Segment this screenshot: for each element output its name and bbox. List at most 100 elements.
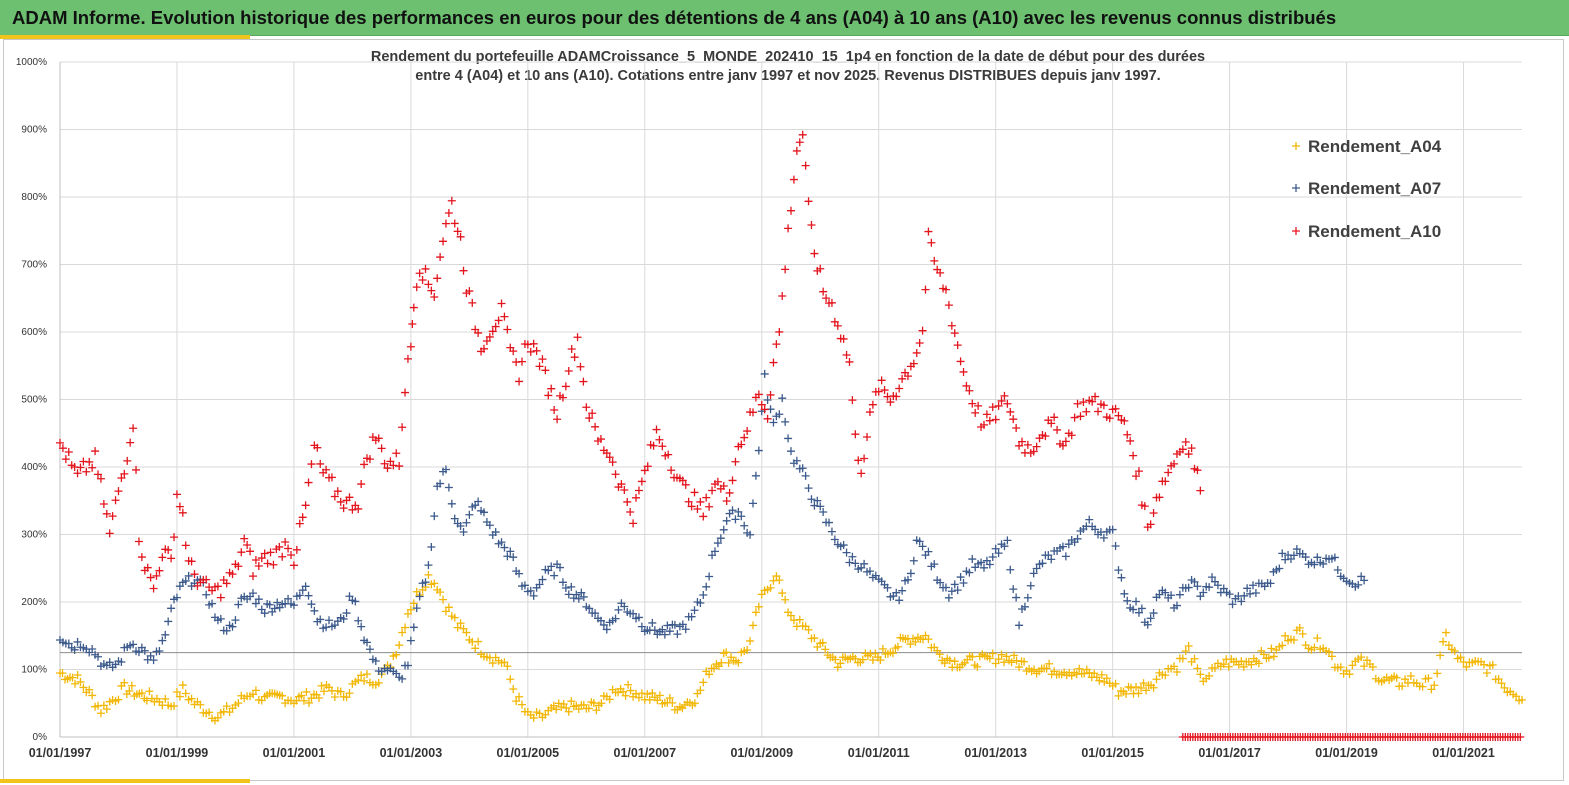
data-point bbox=[365, 645, 374, 654]
data-point bbox=[383, 464, 392, 473]
data-point bbox=[436, 253, 445, 262]
data-point bbox=[775, 327, 784, 336]
data-point bbox=[906, 569, 915, 578]
data-point bbox=[868, 400, 877, 409]
data-point bbox=[389, 461, 398, 470]
data-point bbox=[453, 623, 462, 632]
data-point bbox=[289, 561, 298, 570]
data-point bbox=[292, 545, 301, 554]
data-point bbox=[88, 691, 97, 700]
data-point bbox=[1170, 459, 1179, 468]
data-point bbox=[988, 552, 997, 561]
data-point bbox=[863, 432, 872, 441]
data-point bbox=[962, 381, 971, 390]
data-point bbox=[1368, 663, 1377, 672]
data-point bbox=[1275, 564, 1284, 573]
data-point bbox=[398, 423, 407, 432]
data-point bbox=[579, 377, 588, 386]
x-tick-label: 01/01/2007 bbox=[614, 746, 677, 760]
data-point bbox=[804, 484, 813, 493]
data-point bbox=[979, 420, 988, 429]
data-point bbox=[1289, 551, 1298, 560]
data-point bbox=[787, 447, 795, 456]
data-point bbox=[552, 705, 561, 714]
data-point bbox=[596, 435, 605, 444]
data-point bbox=[1009, 415, 1018, 424]
data-point bbox=[663, 621, 672, 630]
data-point bbox=[865, 567, 874, 576]
data-point bbox=[494, 316, 503, 325]
data-point bbox=[620, 485, 629, 494]
data-point bbox=[222, 579, 231, 588]
data-point bbox=[801, 471, 810, 480]
data-point bbox=[1134, 608, 1143, 617]
data-point bbox=[886, 398, 895, 407]
data-point bbox=[550, 406, 559, 415]
data-point bbox=[1003, 399, 1012, 408]
data-point bbox=[1281, 631, 1290, 640]
data-point bbox=[64, 639, 73, 648]
data-point bbox=[117, 657, 126, 666]
y-tick-label: 100% bbox=[21, 665, 47, 676]
data-point bbox=[1053, 425, 1062, 434]
data-point bbox=[172, 490, 181, 499]
data-point bbox=[1243, 584, 1252, 593]
data-point bbox=[111, 496, 120, 505]
data-point bbox=[374, 434, 383, 443]
data-point bbox=[1190, 577, 1199, 586]
data-point bbox=[216, 614, 225, 623]
data-point bbox=[430, 579, 439, 588]
data-point bbox=[997, 396, 1006, 405]
data-point bbox=[450, 514, 459, 523]
data-point bbox=[444, 208, 453, 217]
data-point bbox=[336, 687, 345, 696]
data-point bbox=[760, 405, 769, 414]
y-tick-label: 800% bbox=[21, 192, 47, 203]
data-point bbox=[302, 687, 311, 696]
data-point bbox=[1094, 407, 1103, 416]
data-point bbox=[585, 604, 594, 613]
data-point bbox=[842, 350, 851, 359]
data-point bbox=[710, 664, 719, 673]
data-point bbox=[1210, 664, 1219, 673]
chart-frame bbox=[3, 39, 1564, 781]
data-point bbox=[354, 616, 363, 625]
data-point bbox=[155, 647, 164, 656]
data-point bbox=[1015, 621, 1024, 630]
data-point bbox=[728, 506, 737, 515]
data-point bbox=[1313, 553, 1322, 562]
data-point bbox=[743, 427, 752, 436]
data-point bbox=[754, 446, 763, 455]
data-point bbox=[1026, 581, 1035, 590]
data-point bbox=[876, 656, 885, 665]
data-point bbox=[690, 606, 699, 615]
data-point bbox=[778, 589, 787, 598]
data-point bbox=[1295, 623, 1304, 632]
data-point bbox=[1140, 502, 1149, 511]
series-Rendement_A04 bbox=[56, 570, 1526, 725]
data-point bbox=[412, 604, 421, 613]
data-point bbox=[257, 554, 266, 563]
data-point bbox=[273, 598, 282, 607]
data-point bbox=[427, 543, 436, 552]
data-point bbox=[634, 693, 643, 702]
data-point bbox=[605, 453, 614, 462]
data-point bbox=[665, 693, 674, 702]
data-point bbox=[479, 508, 488, 517]
data-point bbox=[354, 504, 363, 513]
data-point bbox=[299, 696, 308, 705]
y-tick-label: 1000% bbox=[16, 57, 47, 68]
data-point bbox=[1213, 581, 1222, 590]
data-point bbox=[658, 625, 667, 634]
data-point bbox=[678, 476, 687, 485]
data-point bbox=[70, 645, 79, 654]
data-point bbox=[1061, 437, 1070, 446]
data-point bbox=[175, 692, 184, 701]
data-point bbox=[360, 460, 369, 469]
data-point bbox=[196, 700, 205, 709]
data-point bbox=[526, 586, 535, 595]
data-point bbox=[1205, 671, 1214, 680]
data-point bbox=[748, 621, 757, 630]
data-point bbox=[667, 466, 676, 475]
x-tick-label: 01/01/2021 bbox=[1432, 746, 1495, 760]
